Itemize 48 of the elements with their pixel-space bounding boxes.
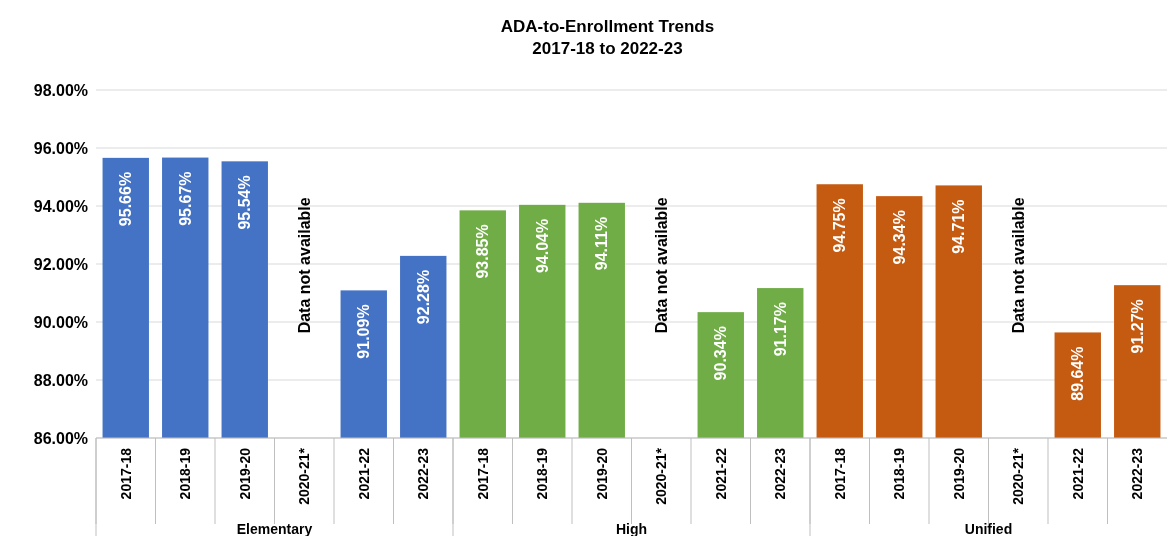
x-tick-label: 2018-19 — [891, 447, 908, 500]
text: Data not available — [295, 197, 313, 334]
y-tick-label: 88.00% — [33, 371, 88, 389]
data-label: 94.11% — [593, 216, 611, 271]
y-tick-label: 86.00% — [33, 429, 88, 447]
x-tick-label: 2019-20 — [593, 447, 610, 500]
x-tick-label: 2021-22 — [712, 447, 729, 500]
data-label: 94.34% — [890, 210, 908, 265]
x-tick-label: 2017-18 — [117, 447, 134, 500]
x-tick-label: 2020-21* — [653, 447, 670, 505]
text: Data not available — [1009, 197, 1027, 334]
chart-title: ADA-to-Enrollment Trends — [500, 17, 715, 36]
text: Elementary — [236, 521, 313, 536]
data-label: 94.04% — [533, 218, 551, 274]
data-label: 95.66% — [117, 171, 135, 227]
x-tick-label: 2017-18 — [474, 447, 491, 500]
data-label: 91.17% — [771, 302, 789, 357]
x-tick-label: 2022-23 — [1129, 447, 1146, 500]
chart-subtitle: 2017-18 to 2022-23 — [532, 39, 683, 58]
y-tick-label: 94.00% — [33, 197, 88, 215]
y-tick-label: 92.00% — [33, 255, 88, 273]
data-label: 91.09% — [355, 304, 373, 359]
data-label: 94.75% — [831, 198, 849, 253]
y-tick-label: 90.00% — [33, 313, 88, 331]
y-tick-label: 96.00% — [33, 139, 88, 157]
x-tick-label: 2018-19 — [534, 447, 551, 500]
x-tick-label: 2020-21* — [296, 447, 313, 505]
x-tick-label: 2020-21* — [1010, 447, 1027, 505]
text: Data not available — [652, 197, 670, 334]
x-tick-label: 2018-19 — [177, 447, 194, 500]
data-label: 94.71% — [950, 199, 968, 254]
data-label: 89.64% — [1069, 346, 1087, 401]
text: High — [615, 521, 648, 536]
x-tick-label: 2019-20 — [236, 447, 253, 500]
x-tick-label: 2022-23 — [772, 447, 789, 500]
text: Unified — [964, 521, 1013, 536]
data-label: 92.28% — [414, 269, 432, 325]
x-tick-label: 2022-23 — [415, 447, 432, 500]
x-tick-label: 2017-18 — [831, 447, 848, 500]
x-tick-label: 2021-22 — [1069, 447, 1086, 500]
data-label: 95.54% — [236, 175, 254, 230]
data-label: 90.34% — [712, 326, 730, 381]
data-label: 91.27% — [1128, 299, 1146, 354]
data-label: 93.85% — [474, 224, 492, 279]
x-tick-label: 2021-22 — [355, 447, 372, 500]
y-tick-label: 98.00% — [33, 81, 88, 99]
data-label: 95.67% — [176, 171, 194, 226]
x-tick-label: 2019-20 — [950, 447, 967, 500]
